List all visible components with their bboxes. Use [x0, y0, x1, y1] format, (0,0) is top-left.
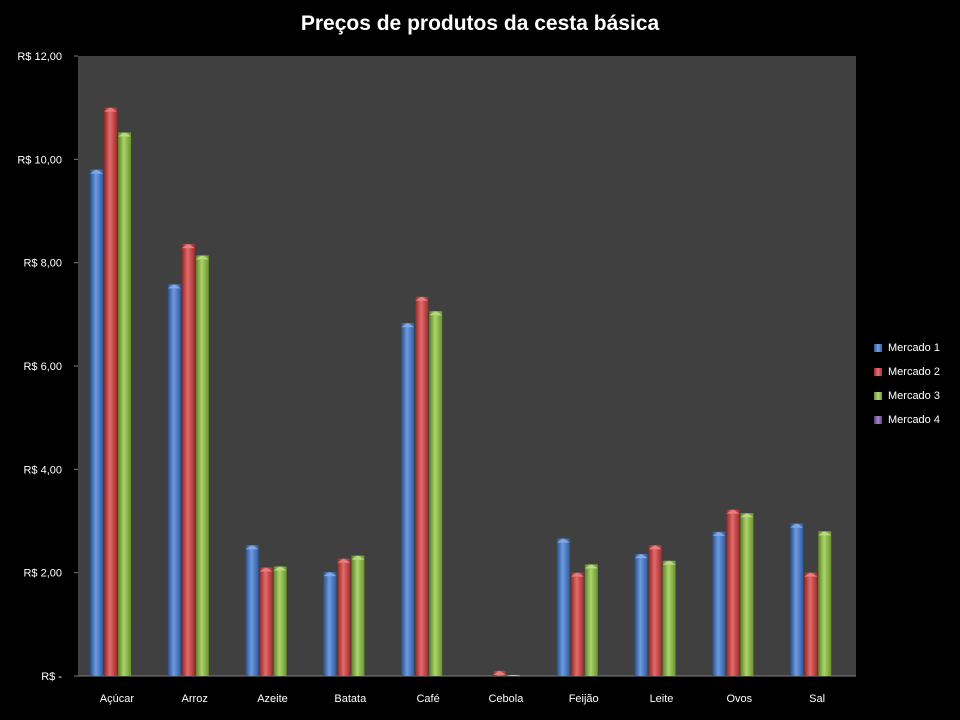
- bar: [118, 132, 131, 676]
- x-tick-label: Açúcar: [100, 693, 135, 705]
- bar: [648, 545, 662, 676]
- y-tick-label: R$ -: [41, 671, 62, 683]
- y-axis: R$ - R$ 2,00 R$ 4,00 R$ 6,00 R$ 8,00 R$ 10,00…: [17, 51, 78, 683]
- bar-cap: [712, 531, 726, 536]
- legend-item: Mercado 4: [874, 408, 940, 432]
- x-tick-label: Sal: [809, 693, 825, 705]
- y-tick-label: R$ 2,00: [23, 568, 62, 580]
- legend-swatch: [874, 344, 882, 352]
- bar: [556, 538, 570, 676]
- bar-cap: [570, 572, 584, 577]
- bar: [167, 284, 181, 676]
- x-tick-label: Feijão: [569, 693, 599, 705]
- legend: Mercado 1 Mercado 2 Mercado 3 Mercado 4: [874, 336, 940, 432]
- bar-cap: [337, 558, 351, 563]
- bar-cap: [351, 555, 365, 560]
- bar-cap: [790, 523, 804, 528]
- bar-cap: [493, 670, 506, 675]
- bar-cap: [181, 244, 195, 249]
- legend-label: Mercado 3: [888, 390, 940, 402]
- bar: [429, 311, 443, 676]
- bar: [584, 564, 598, 676]
- bar-cap: [556, 538, 570, 543]
- x-tick-label: Leite: [650, 693, 674, 705]
- bar-cap: [323, 572, 337, 577]
- bar: [259, 567, 273, 676]
- bar-cap: [584, 564, 598, 569]
- x-tick-label: Arroz: [182, 693, 208, 705]
- bar: [90, 169, 103, 676]
- y-tick-label: R$ 10,00: [17, 154, 62, 166]
- bar-cap: [429, 311, 443, 316]
- bar-cap: [195, 255, 209, 260]
- legend-swatch: [874, 416, 882, 424]
- bar: [712, 531, 726, 676]
- bar-cap: [740, 513, 754, 518]
- bar-cap: [818, 531, 832, 536]
- bar: [415, 296, 429, 676]
- bar-cap: [167, 284, 181, 289]
- bar-cap: [401, 323, 415, 328]
- x-tick-label: Azeite: [257, 693, 288, 705]
- bar-cap: [662, 560, 676, 565]
- bars-group: [90, 107, 832, 677]
- bar: [570, 572, 584, 676]
- legend-label: Mercado 1: [888, 342, 940, 354]
- bar-cap: [90, 169, 103, 174]
- bar: [804, 572, 818, 676]
- bar: [351, 555, 365, 676]
- bar-cap: [104, 107, 117, 112]
- x-tick-label: Cebola: [488, 693, 524, 705]
- bar: [181, 244, 195, 677]
- legend-swatch: [874, 368, 882, 376]
- bar: [273, 566, 287, 676]
- legend-item: Mercado 3: [874, 384, 940, 408]
- legend-swatch: [874, 392, 882, 400]
- y-tick-label: R$ 8,00: [23, 258, 62, 270]
- legend-item: Mercado 2: [874, 360, 940, 384]
- bar: [245, 545, 259, 676]
- bar: [104, 107, 117, 676]
- bar-cap: [245, 545, 259, 550]
- bar: [662, 560, 676, 676]
- bar-cap: [634, 554, 648, 559]
- bar: [726, 509, 740, 676]
- bar: [634, 554, 648, 676]
- bar: [818, 531, 832, 676]
- bar: [323, 572, 337, 676]
- bar-cap: [273, 566, 287, 571]
- bar-cap: [804, 572, 818, 577]
- legend-label: Mercado 2: [888, 366, 940, 378]
- bar: [195, 255, 209, 676]
- legend-item: Mercado 1: [874, 336, 940, 360]
- bar: [790, 523, 804, 676]
- bar-cap: [648, 545, 662, 550]
- x-axis: Açúcar Arroz Azeite Batata Café Cebola Feijão L…: [78, 675, 856, 705]
- x-tick-label: Café: [416, 693, 439, 705]
- legend-label: Mercado 4: [888, 414, 940, 426]
- bar-cap: [507, 674, 520, 676]
- y-tick-label: R$ 12,00: [17, 51, 62, 63]
- y-tick-label: R$ 4,00: [23, 464, 62, 476]
- bar: [401, 323, 415, 676]
- y-tick-label: R$ 6,00: [23, 361, 62, 373]
- bar: [740, 513, 754, 676]
- bar-cap: [415, 296, 429, 301]
- bar-cap: [726, 509, 740, 514]
- bar: [337, 558, 351, 676]
- bar-cap: [259, 567, 273, 572]
- x-tick-label: Ovos: [726, 693, 752, 705]
- x-tick-label: Batata: [334, 693, 367, 705]
- bar-cap: [118, 132, 131, 137]
- chart-title: Preços de produtos da cesta básica: [300, 12, 660, 35]
